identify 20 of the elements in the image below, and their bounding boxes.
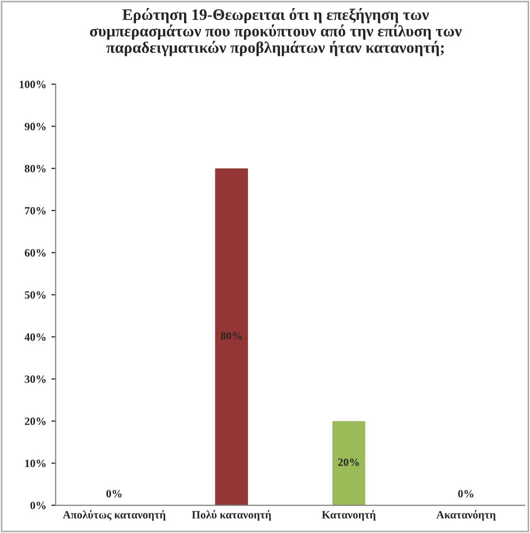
- y-tick-label: 80%: [24, 164, 46, 172]
- x-tick-label: Πολύ κατανοητή: [192, 510, 271, 521]
- y-tick-label: 60%: [24, 249, 46, 257]
- y-tick-label: 30%: [24, 375, 46, 383]
- y-tick-label: 20%: [24, 418, 46, 426]
- y-tick-label: 50%: [24, 291, 46, 299]
- data-label: 20%: [338, 458, 359, 466]
- data-label: 0%: [458, 490, 474, 498]
- y-tick-label: 0%: [30, 502, 46, 510]
- chart-title: Ερώτηση 19-Θεωρειται ότι η επεξήγηση των συμπερασμάτων που προκύπτουν από την επίλυση των παραδειγματικών προβλημάτων ήταν κατανοητή;: [90, 8, 462, 56]
- y-tick-label: 40%: [24, 333, 46, 341]
- data-label: 80%: [220, 332, 242, 340]
- x-tick-label: Κατανοητή: [322, 510, 376, 521]
- y-tick-label: 100%: [20, 80, 46, 88]
- y-tick-label: 70%: [25, 207, 46, 215]
- x-tick-label: Ακατανόητη: [436, 510, 496, 521]
- y-tick-label: 10%: [25, 460, 46, 468]
- data-label: 0%: [106, 490, 122, 498]
- y-tick-label: 90%: [24, 122, 46, 130]
- x-tick-label: Απολύτως κατανοητή: [62, 510, 166, 521]
